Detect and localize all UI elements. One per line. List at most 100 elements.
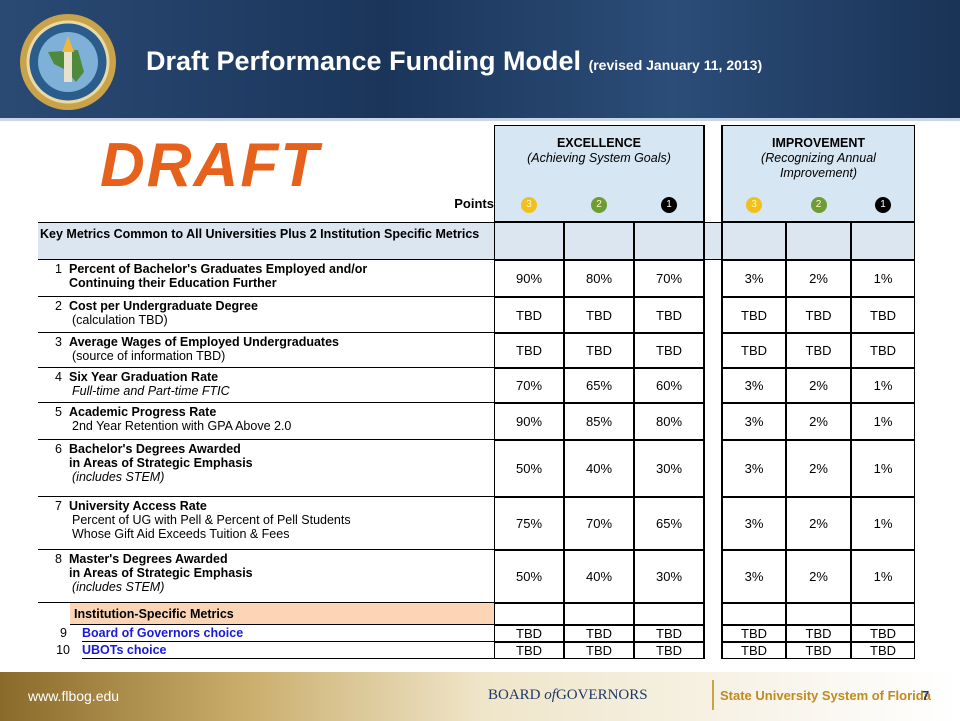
metric-number: 5: [55, 405, 62, 419]
group-subtitle: (Achieving System Goals): [527, 151, 671, 165]
value-cell: TBD: [851, 642, 915, 659]
metric-note: Full-time and Part-time FTIC: [72, 384, 230, 398]
metric-title: in Areas of Strategic Emphasis: [69, 566, 253, 580]
value-cell: TBD: [851, 297, 915, 333]
value-cell: 2%: [786, 497, 851, 550]
value-cell: 2%: [786, 403, 851, 440]
metric-number: 1: [55, 262, 62, 276]
value-cell: 70%: [634, 260, 704, 297]
gap-column: [704, 222, 722, 260]
value-cell: 30%: [634, 440, 704, 497]
value-cell: 75%: [494, 497, 564, 550]
value-cell: 60%: [634, 368, 704, 403]
value-cell: TBD: [786, 333, 851, 368]
metric-cell: 1 Percent of Bachelor's Graduates Employe…: [38, 260, 494, 297]
value-cell: 3%: [722, 440, 786, 497]
metric-number: 2: [55, 299, 62, 313]
value-cell: TBD: [564, 297, 634, 333]
value-cell: 85%: [564, 403, 634, 440]
board-word: BOARD: [488, 687, 541, 703]
group-title: EXCELLENCE: [556, 136, 642, 150]
value-cell: 1%: [851, 368, 915, 403]
value-cell: TBD: [494, 625, 564, 642]
footer-page: 7: [922, 688, 930, 703]
divider: [712, 680, 714, 710]
gap-column: [704, 333, 722, 368]
point-badge: 2: [591, 197, 607, 213]
value-cell: TBD: [722, 333, 786, 368]
point-badge: 3: [521, 197, 537, 213]
section-label: Key Metrics Common to All Universities P…: [40, 227, 480, 241]
metric-cell: 7 University Access Rate Percent of UG wit…: [38, 497, 494, 550]
value-cell: TBD: [494, 297, 564, 333]
point-badge: 3: [746, 197, 762, 213]
value-cell: TBD: [494, 333, 564, 368]
metric-cell: 5 Academic Progress Rate 2nd Year Retentio…: [38, 403, 494, 440]
value-cell: TBD: [851, 625, 915, 642]
value-cell: 40%: [564, 440, 634, 497]
value-cell: 90%: [494, 403, 564, 440]
metric-title: Master's Degrees Awarded: [69, 552, 228, 566]
metric-title: Bachelor's Degrees Awarded: [69, 442, 241, 456]
cell-border: [494, 603, 564, 625]
value-cell: 65%: [634, 497, 704, 550]
metric-cell: 4 Six Year Graduation Rate Full-time and P…: [38, 368, 494, 403]
value-cell: TBD: [851, 333, 915, 368]
cell-border: [564, 222, 634, 260]
title: Draft Performance Funding Model (revised…: [146, 46, 762, 77]
value-cell: 40%: [564, 550, 634, 603]
value-cell: TBD: [564, 642, 634, 659]
metric-cell: 3 Average Wages of Employed Undergraduate…: [38, 333, 494, 368]
metric-title: Academic Progress Rate: [69, 405, 217, 419]
value-cell: 80%: [634, 403, 704, 440]
value-cell: TBD: [722, 642, 786, 659]
choice-title: Board of Governors choice: [82, 625, 494, 642]
cell-border: [851, 222, 915, 260]
point-badge: 1: [875, 197, 891, 213]
metric-cell: 8 Master's Degrees Awarded in Areas of Str…: [38, 550, 494, 603]
value-cell: 1%: [851, 440, 915, 497]
choice-number: 9: [60, 626, 67, 640]
metric-note: 2nd Year Retention with GPA Above 2.0: [72, 419, 292, 433]
value-cell: 1%: [851, 550, 915, 603]
value-cell: 2%: [786, 260, 851, 297]
value-cell: 3%: [722, 550, 786, 603]
value-cell: TBD: [634, 333, 704, 368]
cell-border: [494, 222, 564, 260]
value-cell: 3%: [722, 403, 786, 440]
value-cell: TBD: [564, 625, 634, 642]
value-cell: 70%: [564, 497, 634, 550]
value-cell: 80%: [564, 260, 634, 297]
value-cell: TBD: [786, 625, 851, 642]
value-cell: TBD: [722, 625, 786, 642]
metric-number: 6: [55, 442, 62, 456]
value-cell: 3%: [722, 260, 786, 297]
gap-column: [704, 403, 722, 440]
value-cell: 1%: [851, 403, 915, 440]
board-word: GOVERNORS: [555, 687, 648, 703]
cell-border: [722, 603, 786, 625]
metric-number: 7: [55, 499, 62, 513]
section-row: [38, 222, 915, 260]
group-title: IMPROVEMENT: [771, 136, 866, 150]
value-cell: TBD: [786, 642, 851, 659]
group-header: EXCELLENCE (Achieving System Goals): [494, 125, 704, 222]
value-cell: TBD: [634, 625, 704, 642]
value-cell: 70%: [494, 368, 564, 403]
gap-column: [704, 260, 722, 297]
value-cell: 50%: [494, 440, 564, 497]
footer: www.flbog.edu BOARD ofGOVERNORS State Un…: [0, 672, 960, 721]
gap-column: [704, 297, 722, 333]
draft-watermark: DRAFT: [100, 131, 321, 200]
value-cell: TBD: [722, 297, 786, 333]
value-cell: 65%: [564, 368, 634, 403]
cell-border: [634, 222, 704, 260]
value-cell: 3%: [722, 368, 786, 403]
gap-column: [704, 642, 722, 659]
cell-border: [851, 603, 915, 625]
value-cell: TBD: [494, 642, 564, 659]
gap-column: [704, 603, 722, 625]
metric-number: 8: [55, 552, 62, 566]
cell-border: [786, 603, 851, 625]
